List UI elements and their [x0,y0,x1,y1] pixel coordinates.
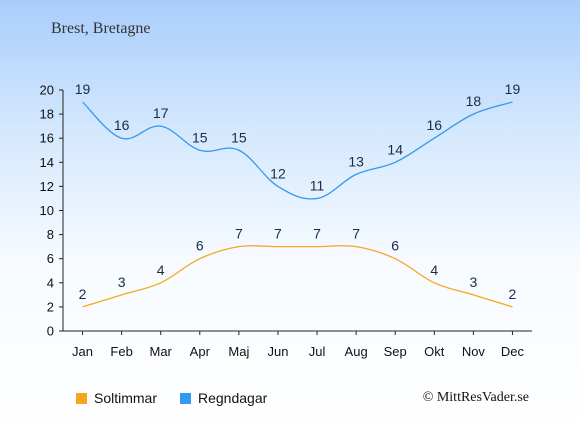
data-label-regndagar: 19 [75,81,91,97]
x-tick-label: Aug [345,344,368,359]
y-tick-label: 6 [47,251,54,266]
x-tick-label: Jun [267,344,288,359]
data-label-regndagar: 15 [192,129,208,145]
x-tick-label: Jul [309,344,326,359]
data-label-soltimmar: 4 [430,262,438,278]
legend-label-regndagar: Regndagar [198,390,268,406]
series-line-soltimmar [82,245,513,308]
chart-title: Brest, Bretagne [51,20,151,37]
data-label-soltimmar: 7 [274,226,282,242]
legend-item-regndagar: Regndagar [180,390,267,406]
data-label-regndagar: 16 [427,117,443,133]
y-tick-label: 2 [47,299,54,314]
x-tick-label: Mar [150,344,173,359]
data-label-regndagar: 13 [348,153,364,169]
x-tick-label: Jan [72,344,93,359]
data-label-regndagar: 15 [231,129,247,145]
y-tick-label: 12 [40,179,54,194]
y-tick-label: 16 [40,131,54,146]
x-tick-label: Dec [501,344,525,359]
data-label-regndagar: 18 [466,93,482,109]
data-label-soltimmar: 7 [235,226,243,242]
legend-swatch-regndagar [180,392,191,404]
series-line-regndagar [82,101,513,200]
y-tick-label: 20 [40,83,54,98]
y-tick-label: 8 [47,227,54,242]
data-label-regndagar: 14 [387,141,403,157]
x-tick-label: Maj [228,344,249,359]
legend-label-soltimmar: Soltimmar [94,390,158,406]
y-tick-label: 18 [40,107,54,122]
y-tick-label: 10 [40,203,54,218]
data-label-soltimmar: 6 [391,238,399,254]
legend-swatch-soltimmar [76,392,87,404]
y-tick-label: 14 [40,155,54,170]
legend-item-soltimmar: Soltimmar [76,390,157,406]
x-tick-label: Sep [384,344,407,359]
x-tick-label: Feb [110,344,132,359]
data-label-soltimmar: 6 [196,238,204,254]
data-label-soltimmar: 7 [352,226,360,242]
data-label-regndagar: 11 [310,177,325,193]
x-tick-label: Nov [462,344,486,359]
data-label-soltimmar: 2 [509,286,517,302]
data-label-soltimmar: 7 [313,226,321,242]
data-label-soltimmar: 3 [118,274,126,290]
x-tick-label: Apr [190,344,211,359]
data-label-regndagar: 16 [114,117,130,133]
data-label-regndagar: 19 [505,81,521,97]
y-tick-label: 0 [47,324,54,339]
data-label-soltimmar: 4 [157,262,165,278]
data-label-soltimmar: 3 [469,274,477,290]
x-tick-label: Okt [424,344,445,359]
y-tick-label: 4 [47,275,54,290]
copyright-text: © MittResVader.se [422,390,529,405]
data-label-soltimmar: 2 [79,286,87,302]
data-label-regndagar: 12 [270,165,286,181]
data-label-regndagar: 17 [153,105,169,121]
